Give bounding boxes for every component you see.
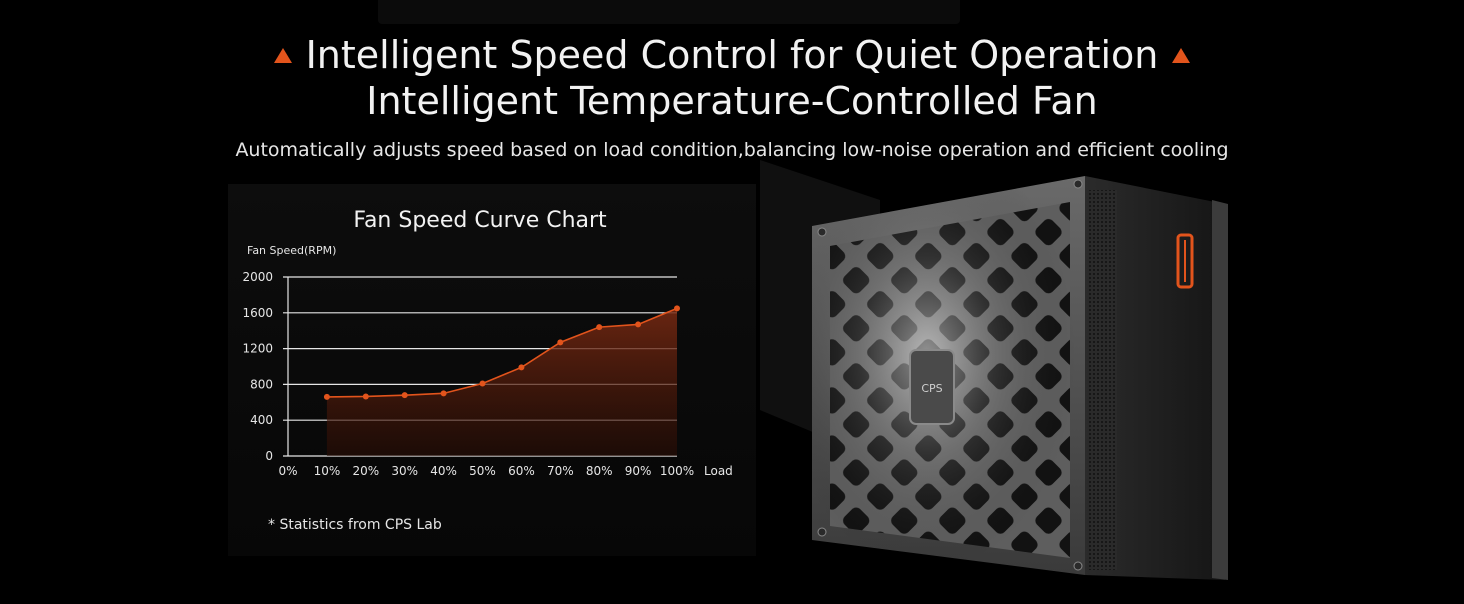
- data-point: [479, 380, 486, 387]
- y-tick-label: 1600: [242, 306, 273, 320]
- data-point: [362, 393, 369, 400]
- x-tick-label: 100%: [660, 464, 694, 478]
- headline-text: Intelligent Speed Control for Quiet Oper…: [305, 33, 1159, 77]
- headline: Intelligent Speed Control for Quiet Oper…: [0, 30, 1464, 80]
- series-area-fill: [326, 308, 677, 456]
- data-point: [440, 390, 447, 397]
- triangle-icon: [273, 48, 292, 63]
- top-bar: [378, 0, 960, 24]
- y-tick-label: 0: [265, 449, 273, 463]
- x-tick-label: 70%: [547, 464, 574, 478]
- product-logo: CPS: [921, 382, 942, 395]
- footnote: * Statistics from CPS Lab: [268, 517, 442, 533]
- chart-panel: Fan Speed Curve Chart Fan Speed(RPM) 0 40…: [228, 184, 756, 556]
- data-point: [557, 339, 564, 346]
- series-area: [326, 308, 677, 456]
- y-tick-label: 800: [250, 377, 273, 391]
- psu-product-image: CPS: [760, 160, 1464, 600]
- data-point: [518, 364, 525, 371]
- chart-title: Fan Speed Curve Chart: [353, 208, 607, 233]
- data-point: [401, 392, 408, 399]
- x-tick-labels: 0% 10% 20% 30% 40% 50% 60% 70% 80% 90% 100%: [278, 464, 694, 478]
- series-points: [323, 305, 680, 400]
- x-tick-label: 60%: [508, 464, 535, 478]
- x-tick-label: 20%: [352, 464, 379, 478]
- fan-speed-chart: Fan Speed Curve Chart Fan Speed(RPM) 0 40…: [242, 208, 733, 478]
- x-tick-label: 0%: [278, 464, 297, 478]
- y-tick-label: 2000: [242, 270, 273, 284]
- x-tick-label: 40%: [430, 464, 457, 478]
- x-tick-label: 10%: [314, 464, 341, 478]
- y-tick-labels: 0 400 800 1200 1600 2000: [242, 270, 273, 463]
- data-point: [674, 305, 680, 312]
- data-point: [596, 324, 603, 331]
- x-tick-label: 30%: [391, 464, 418, 478]
- subheadline: Intelligent Temperature-Controlled Fan: [366, 79, 1098, 123]
- data-point: [323, 393, 330, 400]
- triangle-icon: [1172, 48, 1191, 63]
- y-tick-label: 400: [250, 413, 273, 427]
- data-point: [635, 321, 642, 328]
- x-tick-label: 50%: [469, 464, 496, 478]
- y-tick-label: 1200: [242, 342, 273, 356]
- x-tick-label: 90%: [625, 464, 652, 478]
- description: Automatically adjusts speed based on loa…: [235, 139, 1229, 161]
- x-axis-label: Load: [704, 464, 733, 478]
- y-axis-label: Fan Speed(RPM): [247, 244, 336, 257]
- x-tick-label: 80%: [586, 464, 613, 478]
- series-line: [326, 307, 678, 398]
- series-line: [326, 307, 678, 398]
